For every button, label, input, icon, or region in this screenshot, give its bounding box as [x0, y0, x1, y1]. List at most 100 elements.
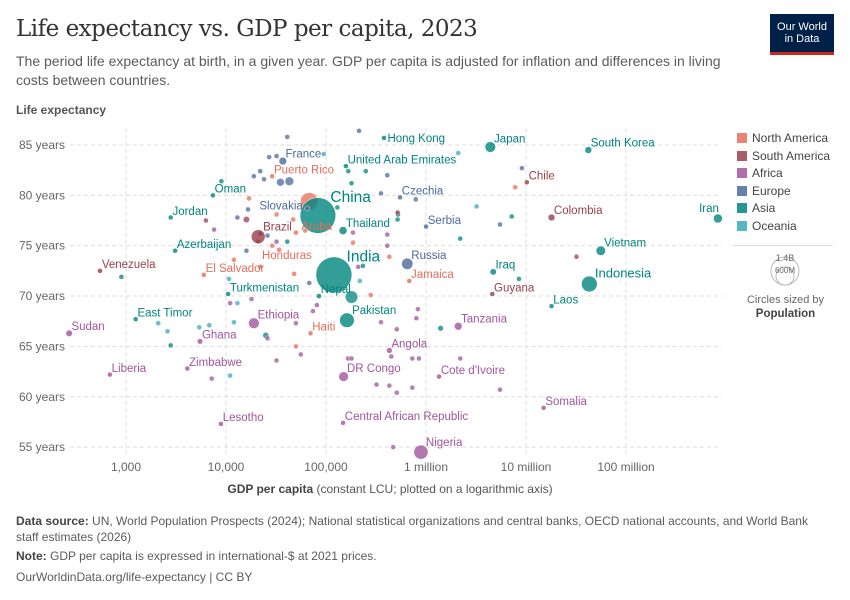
legend-item-asia[interactable]: Asia: [737, 201, 775, 215]
data-point-sudan: [65, 329, 73, 337]
country-label: Venezuela: [102, 259, 156, 271]
x-tick-label: 1,000: [111, 460, 141, 474]
legend-swatch: [737, 185, 747, 196]
data-point: [378, 190, 384, 197]
data-point-united-arab-emirates: [343, 163, 349, 169]
data-point: [273, 153, 280, 159]
data-point: [384, 242, 390, 249]
data-point: [497, 387, 503, 393]
data-point: [457, 355, 463, 362]
country-label: Colombia: [554, 205, 603, 217]
legend-label: South America: [752, 148, 831, 163]
country-label: Lesotho: [223, 412, 264, 424]
legend-label: Europe: [752, 183, 791, 198]
data-point: [516, 276, 522, 282]
data-point: [415, 306, 421, 312]
data-point: [373, 381, 380, 388]
data-point: [457, 235, 463, 242]
data-point: [306, 280, 312, 286]
legend-label: Africa: [752, 166, 783, 181]
legend-label: Asia: [752, 201, 776, 216]
data-point: [368, 292, 374, 298]
data-point-india: [315, 256, 353, 294]
data-point: [293, 343, 299, 350]
owid-logo[interactable]: Our World in Data: [770, 14, 834, 55]
country-label: Ethiopia: [258, 309, 300, 321]
country-label: Cote d'Ivoire: [441, 365, 505, 377]
legend-item-europe[interactable]: Europe: [737, 184, 791, 198]
data-point: [231, 319, 237, 325]
data-point-chile: [524, 179, 530, 186]
x-tick-label: 100,000: [304, 460, 348, 474]
data-point-honduras: [257, 264, 263, 270]
data-point: [509, 213, 515, 220]
data-point: [264, 335, 271, 342]
data-point: [519, 165, 525, 171]
country-label: Indonesia: [595, 265, 652, 280]
data-point: [293, 320, 299, 326]
data-point: [394, 209, 401, 216]
data-point-indonesia: [581, 275, 598, 293]
data-point: [273, 238, 280, 245]
country-label: Chile: [529, 171, 555, 183]
country-label: Honduras: [262, 250, 312, 262]
data-point-pakistan: [339, 312, 355, 328]
legend-item-oceania[interactable]: Oceania: [737, 219, 797, 233]
data-point: [388, 353, 395, 360]
legend-item-south-america[interactable]: South America: [737, 149, 830, 163]
data-point: [251, 173, 257, 179]
data-point-oman: [210, 192, 216, 199]
data-point-japan: [484, 141, 496, 153]
legend-item-africa[interactable]: Africa: [737, 166, 783, 180]
data-point: [394, 390, 400, 396]
legend-item-north-america[interactable]: North America: [737, 131, 828, 145]
country-label: Puerto Rico: [274, 164, 334, 176]
data-point-france: [278, 156, 287, 166]
data-point: [321, 151, 327, 157]
x-tick-label: 10 million: [501, 460, 552, 474]
x-tick-label: 100 million: [597, 460, 654, 474]
size-legend-circle-small: [775, 266, 795, 286]
data-point: [218, 178, 225, 184]
x-axis-title: GDP per capita (constant LCU; plotted on…: [0, 482, 780, 496]
data-point: [234, 300, 241, 306]
country-label: East Timor: [137, 307, 192, 319]
data-point: [345, 290, 358, 304]
country-label: Turkmenistan: [230, 282, 299, 294]
data-point-cote-d-ivoire: [436, 373, 442, 380]
data-point-laos: [548, 303, 555, 309]
data-point-haiti: [307, 330, 314, 337]
data-point: [409, 384, 416, 391]
data-point: [394, 326, 400, 332]
size-legend-large-label: 1.4B: [776, 253, 795, 263]
data-point: [384, 172, 390, 178]
country-label: South Korea: [591, 138, 656, 150]
data-point-venezuela: [97, 268, 103, 274]
data-point: [245, 206, 251, 213]
data-point-el-salvador: [201, 272, 207, 278]
data-point: [226, 276, 232, 282]
data-point: [437, 325, 444, 332]
data-point-nigeria: [413, 444, 429, 460]
legend-label: North America: [752, 131, 829, 145]
data-source: Data source: UN, World Population Prospe…: [16, 513, 826, 545]
country-label: Pakistan: [352, 305, 396, 317]
data-point: [334, 204, 341, 211]
data-point: [276, 247, 282, 253]
data-point-angola: [386, 347, 393, 354]
note-label: Note:: [16, 549, 47, 563]
source-url[interactable]: OurWorldinData.org/life-expectancy | CC …: [16, 570, 253, 584]
y-tick-label: 65 years: [19, 339, 65, 353]
data-point: [413, 196, 419, 203]
country-label: France: [286, 148, 322, 160]
data-point: [348, 180, 355, 186]
country-label: Jordan: [172, 206, 207, 218]
data-point-central-african-republic: [340, 420, 346, 426]
data-point-hong-kong: [381, 135, 387, 141]
country-label: El Salvador: [206, 263, 265, 275]
data-point: [264, 232, 271, 239]
data-point: [261, 176, 267, 182]
size-legend-caption-text: Circles sized by: [746, 294, 825, 306]
note: Note: GDP per capita is expressed in int…: [16, 548, 826, 564]
data-point: [276, 178, 285, 187]
